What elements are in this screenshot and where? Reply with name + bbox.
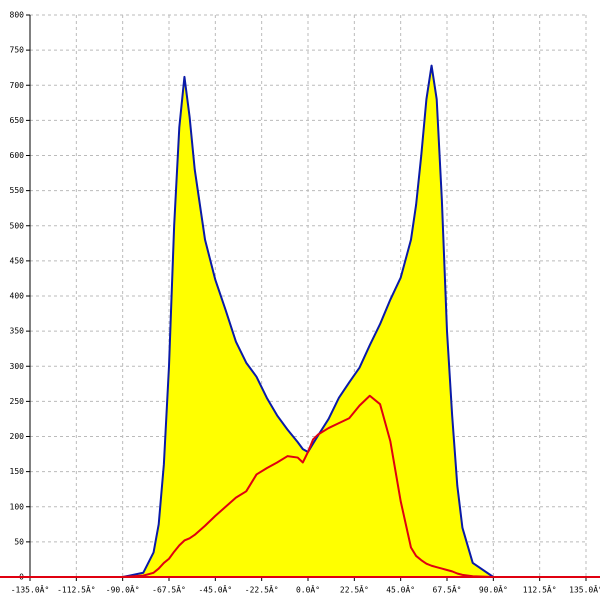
y-tick-label: 550 (10, 186, 25, 195)
y-tick-label: 600 (10, 151, 25, 160)
y-tick-label: 50 (14, 537, 24, 546)
y-tick-label: 250 (10, 397, 25, 406)
y-tick-label: 750 (10, 46, 25, 55)
y-tick-label: 400 (10, 292, 25, 301)
x-tick-label: -45.0Â° (198, 584, 232, 595)
x-tick-label: -135.0Â° (11, 584, 50, 595)
x-tick-label: 112.5Â° (523, 584, 557, 595)
x-tick-label: -112.5Â° (57, 584, 96, 595)
x-tick-label: -67.5Â° (152, 584, 186, 595)
y-tick-label: 650 (10, 116, 25, 125)
x-tick-label: 45.0Â° (386, 584, 415, 595)
y-tick-label: 500 (10, 221, 25, 230)
y-tick-label: 800 (10, 11, 25, 20)
area-fill (122, 65, 494, 577)
x-tick-label: -90.0Â° (106, 584, 140, 595)
x-tick-label: 90.0Â° (479, 584, 508, 595)
y-tick-label: 700 (10, 81, 25, 90)
x-tick-label: 0.0Â° (296, 584, 320, 595)
x-tick-label: 135.0Â° (569, 584, 600, 595)
y-tick-label: 150 (10, 467, 25, 476)
x-tick-label: -22.5Â° (245, 584, 279, 595)
x-tick-label: 67.5Â° (433, 584, 462, 595)
y-tick-label: 350 (10, 327, 25, 336)
y-tick-label: 300 (10, 362, 25, 371)
y-tick-label: 450 (10, 256, 25, 265)
series-line (122, 394, 494, 578)
x-tick-label: 22.5Â° (340, 584, 369, 595)
y-tick-label: 200 (10, 432, 25, 441)
y-tick-label: 100 (10, 502, 25, 511)
